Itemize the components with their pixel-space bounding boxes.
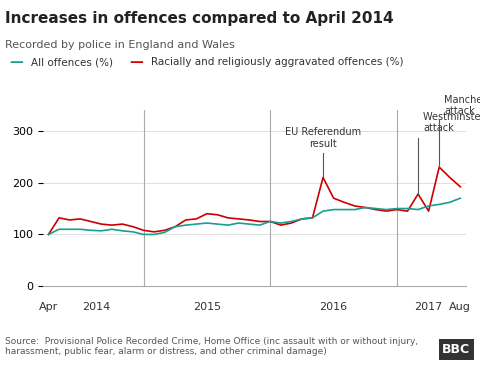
Text: 2014: 2014 xyxy=(82,302,110,312)
Text: 2017: 2017 xyxy=(415,302,443,312)
Text: BBC: BBC xyxy=(442,343,470,356)
Text: 2015: 2015 xyxy=(193,302,221,312)
Text: Racially and religiously aggravated offences (%): Racially and religiously aggravated offe… xyxy=(151,57,404,68)
Text: Recorded by police in England and Wales: Recorded by police in England and Wales xyxy=(5,40,235,50)
Text: Source:  Provisional Police Recorded Crime, Home Office (inc assault with or wit: Source: Provisional Police Recorded Crim… xyxy=(5,337,418,356)
Text: Aug: Aug xyxy=(449,302,471,312)
Text: —: — xyxy=(10,55,24,69)
Text: All offences (%): All offences (%) xyxy=(31,57,113,68)
Text: EU Referendum
result: EU Referendum result xyxy=(285,127,361,149)
Text: Increases in offences compared to April 2014: Increases in offences compared to April … xyxy=(5,11,394,26)
Text: Westminster Bridge
attack: Westminster Bridge attack xyxy=(423,112,480,134)
Text: Manchester Arena
attack: Manchester Arena attack xyxy=(444,95,480,116)
Text: Apr: Apr xyxy=(39,302,58,312)
Text: 2016: 2016 xyxy=(320,302,348,312)
Text: —: — xyxy=(130,55,144,69)
